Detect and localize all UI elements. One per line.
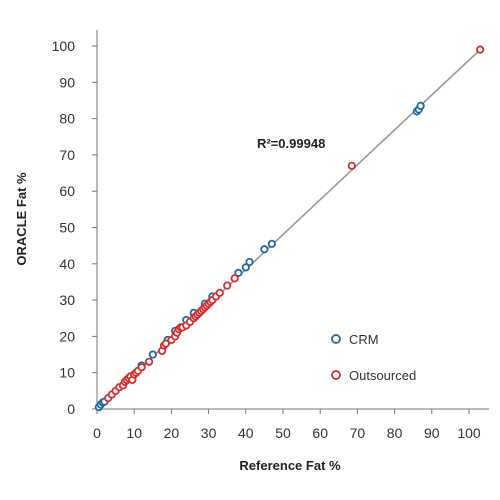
x-tick-label: 30: [201, 425, 217, 441]
legend-marker-outsourced: [331, 370, 341, 380]
data-point-outsourced: [144, 357, 154, 366]
x-tick-label: 70: [350, 425, 366, 441]
x-tick-label: 20: [164, 425, 180, 441]
legend-label-crm: CRM: [349, 332, 379, 347]
x-tick-label: 0: [93, 425, 101, 441]
legend-marker-crm: [331, 334, 341, 344]
y-axis-title: ORACLE Fat %: [14, 172, 29, 266]
y-tick-label: 80: [59, 111, 75, 127]
data-point-outsourced: [161, 339, 170, 348]
legend: CRM Outsourced: [331, 332, 416, 383]
data-point-crm: [234, 268, 243, 277]
x-tick-label: 50: [275, 425, 291, 441]
data-point-outsourced: [230, 274, 239, 283]
x-tick-label: 40: [238, 425, 254, 441]
data-point-outsourced: [137, 363, 146, 372]
data-point-crm: [267, 239, 276, 248]
y-tick-label: 90: [59, 74, 75, 90]
x-tick-label: 80: [387, 425, 403, 441]
y-tick-label: 10: [59, 365, 75, 381]
x-axis-title: Reference Fat %: [239, 458, 341, 473]
data-point-outsourced: [347, 161, 356, 170]
data-point-crm: [260, 245, 269, 254]
x-axis-ticks: 0 10 20 30 40 50 60 70 80 90 100: [93, 409, 481, 441]
x-tick-label: 90: [424, 425, 440, 441]
x-tick-label: 100: [457, 425, 481, 441]
y-axis-ticks: 0 10 20 30 40 50 60 70 80 90 100: [52, 38, 97, 417]
y-tick-label: 100: [52, 38, 76, 54]
y-tick-label: 70: [59, 147, 75, 163]
y-tick-label: 50: [59, 220, 75, 236]
data-points: [94, 45, 485, 412]
data-point-crm: [241, 263, 250, 272]
data-point-outsourced: [215, 288, 224, 297]
y-tick-label: 30: [59, 292, 75, 308]
data-point-crm: [148, 350, 157, 359]
data-point-crm: [245, 257, 254, 267]
y-tick-label: 0: [67, 401, 75, 417]
y-tick-label: 60: [59, 183, 75, 199]
r-squared-annotation: R²=0.99948: [257, 136, 325, 151]
x-tick-label: 10: [126, 425, 142, 441]
data-point-outsourced: [476, 45, 485, 54]
y-tick-label: 40: [59, 256, 75, 272]
x-tick-label: 60: [312, 425, 328, 441]
data-point-crm: [416, 101, 425, 110]
y-tick-label: 20: [59, 328, 75, 344]
data-point-outsourced: [223, 281, 232, 290]
legend-label-outsourced: Outsourced: [349, 368, 416, 383]
